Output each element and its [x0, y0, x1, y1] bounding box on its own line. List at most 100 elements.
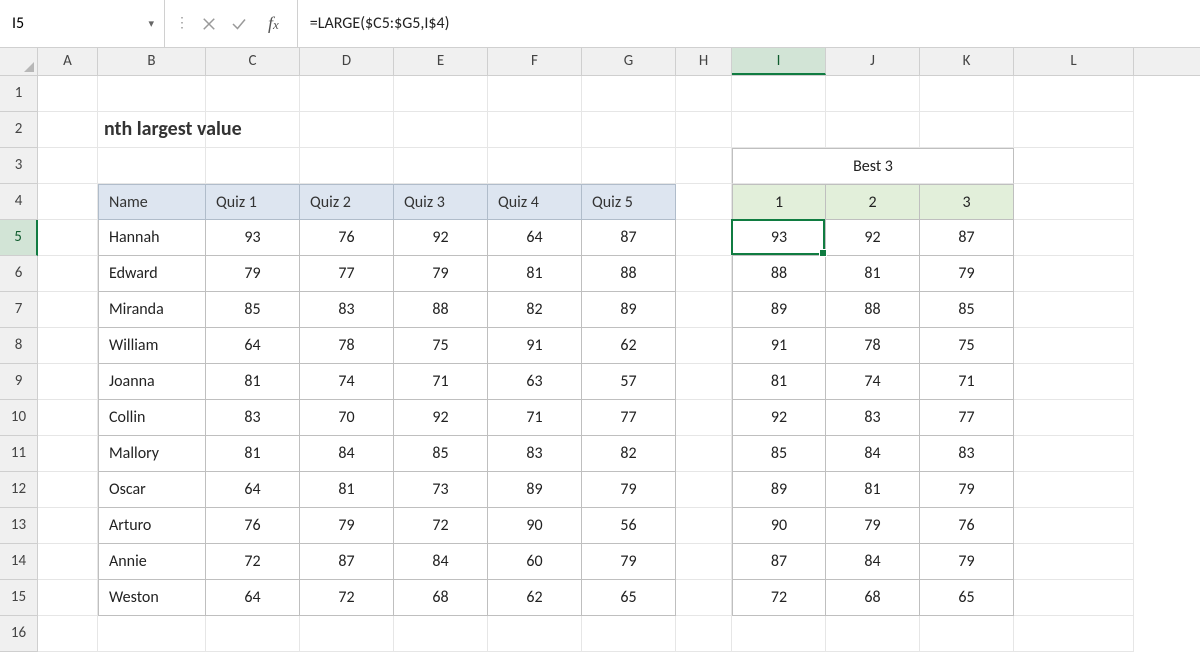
best-cell[interactable]: 72 [732, 580, 826, 616]
cell-L8[interactable] [1014, 328, 1134, 364]
quiz-cell[interactable]: 77 [582, 400, 676, 436]
row-header-1[interactable]: 1 [0, 76, 38, 112]
cell-J1[interactable] [826, 76, 920, 112]
cell-E1[interactable] [394, 76, 488, 112]
quiz-cell[interactable]: 89 [582, 292, 676, 328]
cell-H16[interactable] [676, 616, 732, 652]
best-cell[interactable]: 68 [826, 580, 920, 616]
best-cell[interactable]: 85 [732, 436, 826, 472]
col-header-A[interactable]: A [38, 48, 98, 75]
cell-K1[interactable] [920, 76, 1014, 112]
cell-L15[interactable] [1014, 580, 1134, 616]
cell-A1[interactable] [38, 76, 98, 112]
cell-A11[interactable] [38, 436, 98, 472]
best-cell[interactable]: 84 [826, 436, 920, 472]
page-title[interactable]: nth largest value [98, 112, 206, 148]
best-header-1[interactable]: 2 [826, 184, 920, 220]
formula-bar-expand-icon[interactable]: ⋮ [175, 19, 188, 27]
cell-J2[interactable] [826, 112, 920, 148]
best-cell[interactable]: 84 [826, 544, 920, 580]
cell-L9[interactable] [1014, 364, 1134, 400]
cell-F1[interactable] [488, 76, 582, 112]
col-header-J[interactable]: J [826, 48, 920, 75]
cell-A7[interactable] [38, 292, 98, 328]
best-cell[interactable]: 79 [920, 256, 1014, 292]
row-header-7[interactable]: 7 [0, 292, 38, 328]
quiz-cell[interactable]: 82 [582, 436, 676, 472]
cell-E16[interactable] [394, 616, 488, 652]
cell-B3[interactable] [98, 148, 206, 184]
quiz-cell[interactable]: 81 [488, 256, 582, 292]
col-header-D[interactable]: D [300, 48, 394, 75]
quiz-cell[interactable]: 73 [394, 472, 488, 508]
cell-A9[interactable] [38, 364, 98, 400]
best-cell[interactable]: 75 [920, 328, 1014, 364]
best-cell[interactable]: 83 [826, 400, 920, 436]
main-header-5[interactable]: Quiz 5 [582, 184, 676, 220]
row-header-15[interactable]: 15 [0, 580, 38, 616]
best-header-0[interactable]: 1 [732, 184, 826, 220]
col-header-I[interactable]: I [732, 48, 826, 75]
cell-D3[interactable] [300, 148, 394, 184]
quiz-cell[interactable]: 92 [394, 220, 488, 256]
quiz-cell[interactable]: 85 [206, 292, 300, 328]
quiz-cell[interactable]: 79 [394, 256, 488, 292]
cell-H8[interactable] [676, 328, 732, 364]
best-cell[interactable]: 79 [826, 508, 920, 544]
best-cell[interactable]: 81 [826, 256, 920, 292]
best-cell[interactable]: 76 [920, 508, 1014, 544]
name-cell[interactable]: William [98, 328, 206, 364]
cell-E3[interactable] [394, 148, 488, 184]
col-header-K[interactable]: K [920, 48, 1014, 75]
cell-B1[interactable] [98, 76, 206, 112]
quiz-cell[interactable]: 88 [394, 292, 488, 328]
main-header-0[interactable]: Name [98, 184, 206, 220]
quiz-cell[interactable]: 62 [582, 328, 676, 364]
cell-A5[interactable] [38, 220, 98, 256]
formula-input[interactable]: =LARGE($C5:$G5,I$4) [298, 14, 1200, 33]
cell-A12[interactable] [38, 472, 98, 508]
cell-D2[interactable] [300, 112, 394, 148]
row-header-11[interactable]: 11 [0, 436, 38, 472]
cell-G3[interactable] [582, 148, 676, 184]
main-header-3[interactable]: Quiz 3 [394, 184, 488, 220]
cell-A6[interactable] [38, 256, 98, 292]
quiz-cell[interactable]: 87 [582, 220, 676, 256]
row-header-4[interactable]: 4 [0, 184, 38, 220]
cell-H14[interactable] [676, 544, 732, 580]
cell-H11[interactable] [676, 436, 732, 472]
quiz-cell[interactable]: 68 [394, 580, 488, 616]
cell-L14[interactable] [1014, 544, 1134, 580]
best-cell[interactable]: 91 [732, 328, 826, 364]
cell-L3[interactable] [1014, 148, 1134, 184]
name-cell[interactable]: Arturo [98, 508, 206, 544]
row-header-3[interactable]: 3 [0, 148, 38, 184]
quiz-cell[interactable]: 85 [394, 436, 488, 472]
quiz-cell[interactable]: 93 [206, 220, 300, 256]
col-header-G[interactable]: G [582, 48, 676, 75]
col-header-L[interactable]: L [1014, 48, 1134, 75]
col-header-H[interactable]: H [676, 48, 732, 75]
quiz-cell[interactable]: 64 [206, 328, 300, 364]
cell-L13[interactable] [1014, 508, 1134, 544]
col-header-F[interactable]: F [488, 48, 582, 75]
cell-G1[interactable] [582, 76, 676, 112]
cell-L11[interactable] [1014, 436, 1134, 472]
cell-A13[interactable] [38, 508, 98, 544]
cell-A4[interactable] [38, 184, 98, 220]
row-header-14[interactable]: 14 [0, 544, 38, 580]
cancel-icon[interactable] [200, 15, 218, 33]
cell-E2[interactable] [394, 112, 488, 148]
best-cell[interactable]: 81 [826, 472, 920, 508]
cell-H4[interactable] [676, 184, 732, 220]
best-cell[interactable]: 79 [920, 544, 1014, 580]
cell-A10[interactable] [38, 400, 98, 436]
cell-L16[interactable] [1014, 616, 1134, 652]
best-cell[interactable]: 87 [920, 220, 1014, 256]
select-all-corner[interactable] [0, 48, 38, 76]
name-box-dropdown-icon[interactable]: ▾ [148, 17, 154, 30]
quiz-cell[interactable]: 83 [488, 436, 582, 472]
best-cell[interactable]: 74 [826, 364, 920, 400]
quiz-cell[interactable]: 64 [206, 472, 300, 508]
best-cell[interactable]: 79 [920, 472, 1014, 508]
